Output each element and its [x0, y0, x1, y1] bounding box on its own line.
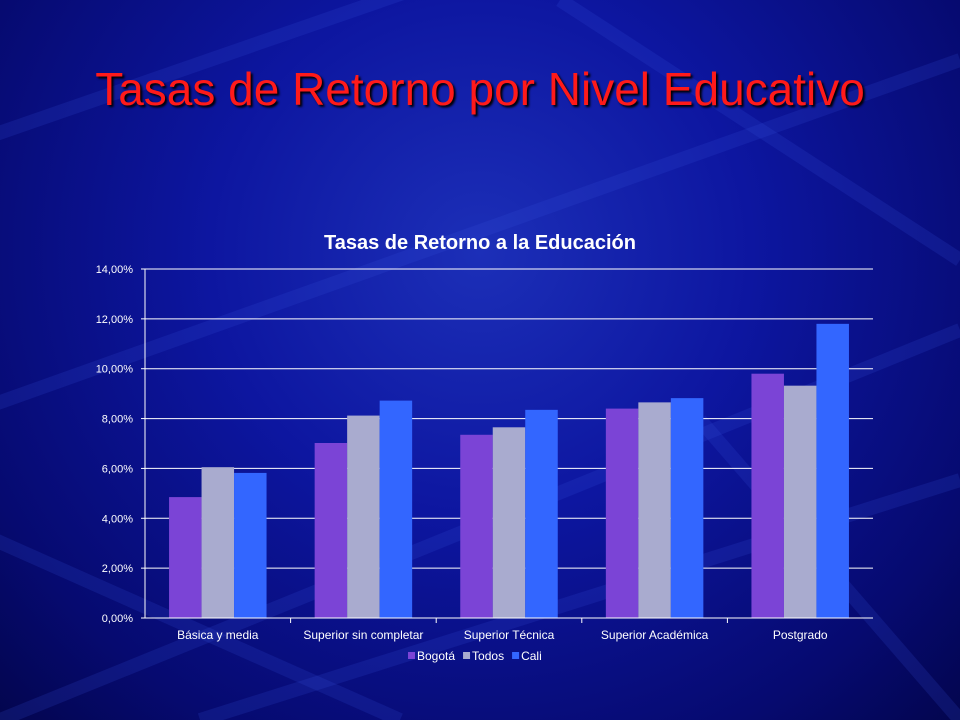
chart-axes: [144, 269, 873, 619]
bar-2-3: [492, 427, 526, 618]
y-tick-label: 14,00%: [96, 264, 134, 276]
legend-label: Cali: [521, 649, 542, 663]
bar-2-5: [783, 385, 817, 618]
legend-label: Bogotá: [417, 649, 455, 663]
bar-1-5: [751, 373, 784, 618]
legend-swatch: [408, 652, 415, 659]
x-category-label: Superior Académica: [601, 628, 709, 642]
y-tick-label: 10,00%: [96, 364, 134, 376]
bar-1-3: [460, 434, 493, 618]
y-tick-label: 2,00%: [102, 563, 133, 575]
bar-1-1: [169, 497, 202, 618]
y-tick-label: 12,00%: [96, 314, 134, 326]
bar-3-4: [670, 398, 704, 618]
legend-swatch: [512, 652, 520, 659]
legend-label: Todos: [472, 649, 504, 663]
bar-3-3: [525, 409, 558, 618]
bar-2-1: [201, 467, 235, 618]
bar-3-5: [816, 323, 849, 618]
chart-bars: [169, 323, 849, 618]
chart-title: Tasas de Retorno a la Educación: [324, 232, 636, 254]
bar-2-2: [347, 415, 380, 618]
bar-1-4: [605, 408, 639, 618]
x-category-label: Postgrado: [773, 628, 828, 642]
y-tick-label: 4,00%: [102, 513, 133, 525]
y-tick-label: 6,00%: [102, 463, 133, 475]
x-category-label: Superior sin completar: [303, 628, 423, 642]
slide-title: Tasas de Retorno por Nivel Educativo: [95, 63, 865, 115]
y-axis-ticks: 0,00% 2,00% 4,00% 6,00% 8,00% 10,00% 12,00% 14,…: [96, 264, 145, 625]
bar-3-2: [379, 400, 413, 618]
y-tick-label: 0,00%: [102, 613, 133, 625]
x-category-label: Básica y media: [177, 628, 259, 642]
chart-legend: Bogotá Todos Cali: [408, 649, 542, 663]
x-axis-categories: Básica y media Superior sin completar Supe…: [177, 618, 828, 642]
y-tick-label: 8,00%: [102, 414, 133, 426]
bar-1-2: [314, 443, 348, 618]
x-category-label: Superior Técnica: [464, 628, 555, 642]
bar-3-1: [234, 472, 267, 618]
bar-2-4: [638, 402, 671, 618]
legend-swatch: [463, 652, 471, 659]
